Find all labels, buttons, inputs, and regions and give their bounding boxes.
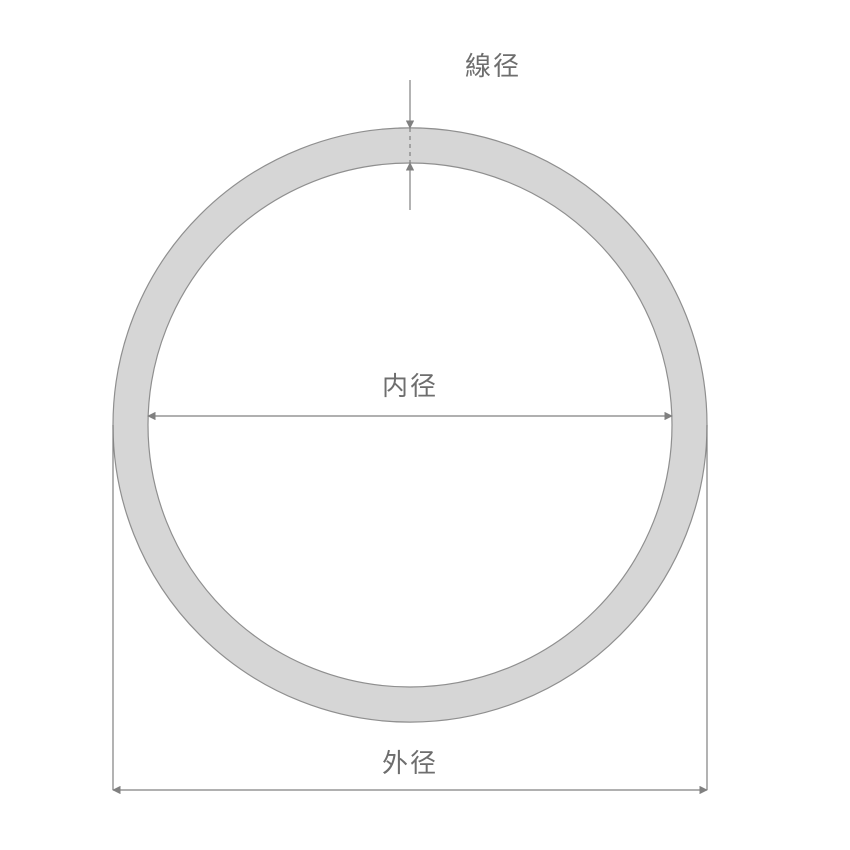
inner-diameter-label: 内径 bbox=[382, 371, 438, 401]
ring-annulus bbox=[113, 128, 707, 722]
outer-diameter-label: 外径 bbox=[382, 748, 438, 778]
ring-dimension-diagram: 外径 内径 線径 bbox=[0, 0, 850, 850]
wire-diameter-label: 線径 bbox=[465, 51, 521, 81]
